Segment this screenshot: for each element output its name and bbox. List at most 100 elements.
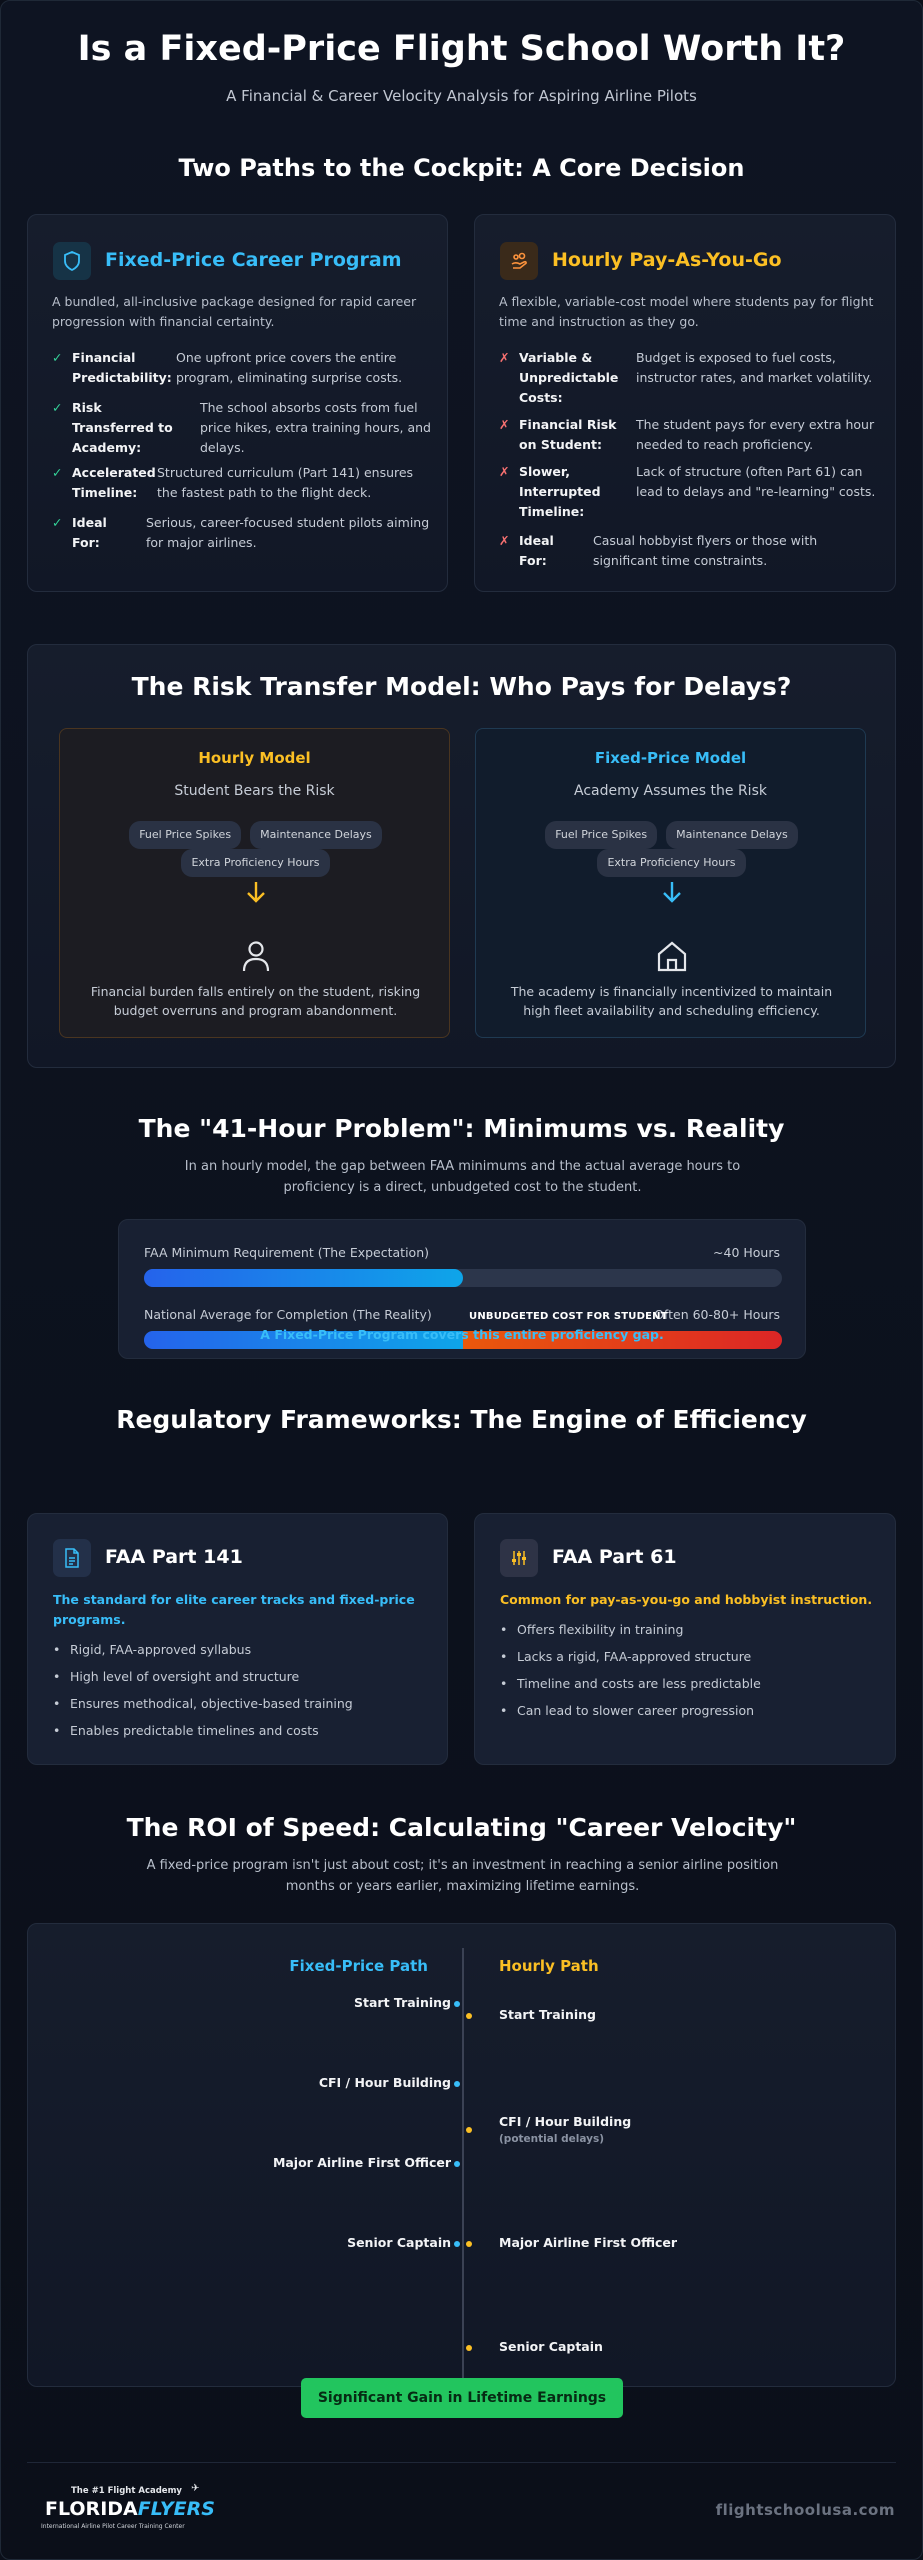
tag-maintenance: Maintenance Delays xyxy=(666,821,798,849)
fixed-risk-tags: Fuel Price Spikes Maintenance Delays Ext… xyxy=(516,821,827,877)
fixed-price-card: Fixed-Price Career Program A bundled, al… xyxy=(27,214,448,592)
document-icon xyxy=(53,1539,91,1577)
home-icon xyxy=(655,939,689,977)
bar-track-average xyxy=(144,1331,782,1349)
fixed-step-dot xyxy=(454,2161,460,2167)
fixed-card-title: Fixed-Price Career Program xyxy=(105,249,402,271)
logo-tagline: The #1 Flight Academy xyxy=(71,2486,182,2496)
check-icon: ✓ xyxy=(52,350,63,365)
bar-fill-average-gap xyxy=(463,1331,782,1349)
hourly-card-desc: A flexible, variable-cost model where st… xyxy=(499,294,874,329)
risk-transfer-panel: The Risk Transfer Model: Who Pays for De… xyxy=(27,644,896,1068)
hand-coins-icon xyxy=(500,242,538,280)
section-heading-regs: Regulatory Frameworks: The Engine of Eff… xyxy=(116,1405,807,1434)
fixed-step-4: Senior Captain xyxy=(347,2235,451,2250)
hourly-step-4: Senior Captain xyxy=(499,2339,603,2354)
cross-icon: ✗ xyxy=(499,417,510,432)
fixed-step-1: Start Training xyxy=(354,1995,451,2010)
gap-footnote: A Fixed-Price Program covers this entire… xyxy=(260,1327,664,1342)
section-heading-roi: The ROI of Speed: Calculating "Career Ve… xyxy=(126,1813,797,1842)
roi-intro: A fixed-price program isn't just about c… xyxy=(146,1858,779,1894)
hourly-path-title: Hourly Path xyxy=(499,1957,599,1975)
part-61-card: FAA Part 61 Common for pay-as-you-go and… xyxy=(474,1513,896,1765)
fixed-step-dot xyxy=(454,2001,460,2007)
bar-label-average: National Average for Completion (The Rea… xyxy=(144,1307,432,1322)
part-141-title: FAA Part 141 xyxy=(105,1546,243,1568)
logo-wordmark: FLORIDAFLYERS xyxy=(45,2498,215,2520)
tag-proficiency: Extra Proficiency Hours xyxy=(597,849,746,877)
fixed-card-desc: A bundled, all-inclusive package designe… xyxy=(52,294,417,329)
hourly-step-3: Major Airline First Officer xyxy=(499,2235,678,2250)
tag-proficiency: Extra Proficiency Hours xyxy=(181,849,330,877)
gap-intro: In an hourly model, the gap between FAA … xyxy=(184,1159,741,1195)
section-heading-paths: Two Paths to the Cockpit: A Core Decisio… xyxy=(178,154,745,182)
hourly-feature-3: ✗ Slower, Interrupted Timeline: Lack of … xyxy=(499,464,876,519)
check-icon: ✓ xyxy=(52,400,63,415)
hourly-step-dot xyxy=(466,2013,472,2019)
hourly-step-2: CFI / Hour Building xyxy=(499,2114,632,2129)
arrow-down-icon xyxy=(243,879,269,909)
hourly-step-dot xyxy=(466,2345,472,2351)
bar-value-minimum: ~40 Hours xyxy=(713,1245,780,1260)
cross-icon: ✗ xyxy=(499,464,510,479)
fixed-risk-text: The academy is financially incentivized … xyxy=(510,984,833,1018)
bar-label-minimum: FAA Minimum Requirement (The Expectation… xyxy=(144,1245,430,1260)
cross-icon: ✗ xyxy=(499,533,510,548)
fixed-feature-4: ✓ Ideal For: Serious, career-focused stu… xyxy=(52,515,430,550)
cross-icon: ✗ xyxy=(499,350,510,365)
fixed-risk-box: Fixed-Price Model Academy Assumes the Ri… xyxy=(475,728,866,1038)
airplane-icon: ✈ xyxy=(191,2483,200,2494)
bar-value-average: Often 60-80+ Hours xyxy=(654,1307,780,1322)
shield-icon xyxy=(53,242,91,280)
hourly-feature-2: ✗ Financial Risk on Student: The student… xyxy=(499,417,875,452)
page-subtitle: A Financial & Career Velocity Analysis f… xyxy=(226,87,697,105)
arrow-down-icon xyxy=(659,879,685,909)
hourly-step-dot xyxy=(466,2241,472,2247)
hourly-risk-text: Financial burden falls entirely on the s… xyxy=(90,984,421,1018)
logo-subtitle: International Airline Pilot Career Train… xyxy=(41,2523,185,2530)
hourly-feature-4: ✗ Ideal For: Casual hobbyist flyers or t… xyxy=(499,533,818,568)
sliders-icon xyxy=(500,1539,538,1577)
fixed-feature-3: ✓ Accelerated Timeline: Structured curri… xyxy=(52,465,414,500)
hourly-feature-1: ✗ Variable & Unpredictable Costs: Budget… xyxy=(499,350,873,405)
hourly-delay-note: (potential delays) xyxy=(499,2133,604,2145)
fixed-risk-title: Fixed-Price Model xyxy=(594,749,747,767)
hourly-risk-title: Hourly Model xyxy=(198,749,311,767)
hourly-card: Hourly Pay-As-You-Go A flexible, variabl… xyxy=(474,214,896,592)
hourly-risk-tags: Fuel Price Spikes Maintenance Delays Ext… xyxy=(100,821,411,877)
hourly-step-dot xyxy=(466,2127,472,2133)
lifetime-earnings-button[interactable]: Significant Gain in Lifetime Earnings xyxy=(301,2378,623,2418)
fixed-step-dot xyxy=(454,2081,460,2087)
bar-fill-minimum xyxy=(144,1269,463,1287)
section-heading-risk: The Risk Transfer Model: Who Pays for De… xyxy=(131,672,792,701)
check-icon: ✓ xyxy=(52,515,63,530)
tag-fuel: Fuel Price Spikes xyxy=(129,821,242,849)
fixed-feature-1: ✓ Financial Predictability: One upfront … xyxy=(52,350,403,385)
fixed-path-title: Fixed-Price Path xyxy=(289,1957,428,1975)
part-141-tagline: The standard for elite career tracks and… xyxy=(53,1592,415,1627)
fixed-step-3: Major Airline First Officer xyxy=(272,2155,451,2170)
bar-track-minimum xyxy=(144,1269,782,1287)
florida-flyers-logo: The #1 Flight Academy ✈ FLORIDAFLYERS In… xyxy=(41,2483,221,2536)
tag-maintenance: Maintenance Delays xyxy=(250,821,382,849)
fixed-risk-subtitle: Academy Assumes the Risk xyxy=(574,783,767,799)
check-icon: ✓ xyxy=(52,465,63,480)
fixed-step-dot xyxy=(454,2241,460,2247)
unbudgeted-cost-label: UNBUDGETED COST FOR STUDENT xyxy=(469,1311,668,1322)
hourly-step-1: Start Training xyxy=(499,2007,596,2022)
hourly-risk-subtitle: Student Bears the Risk xyxy=(174,783,335,799)
tag-fuel: Fuel Price Spikes xyxy=(545,821,658,849)
timeline-axis xyxy=(462,1948,464,2388)
fixed-step-2: CFI / Hour Building xyxy=(318,2075,451,2090)
gap-chart-card: FAA Minimum Requirement (The Expectation… xyxy=(118,1219,806,1359)
user-icon xyxy=(240,939,272,977)
career-velocity-card: Fixed-Price Path Hourly Path Start Train… xyxy=(27,1923,896,2388)
fixed-feature-2: ✓ Risk Transferred to Academy: The schoo… xyxy=(52,400,431,455)
part-61-title: FAA Part 61 xyxy=(552,1546,677,1568)
bar-fill-average-base xyxy=(144,1331,463,1349)
part-141-card: FAA Part 141 The standard for elite care… xyxy=(27,1513,448,1765)
page-title: Is a Fixed-Price Flight School Worth It? xyxy=(77,29,846,69)
footer-site-link[interactable]: flightschoolusa.com xyxy=(715,2501,895,2519)
hourly-risk-box: Hourly Model Student Bears the Risk Fuel… xyxy=(59,728,450,1038)
